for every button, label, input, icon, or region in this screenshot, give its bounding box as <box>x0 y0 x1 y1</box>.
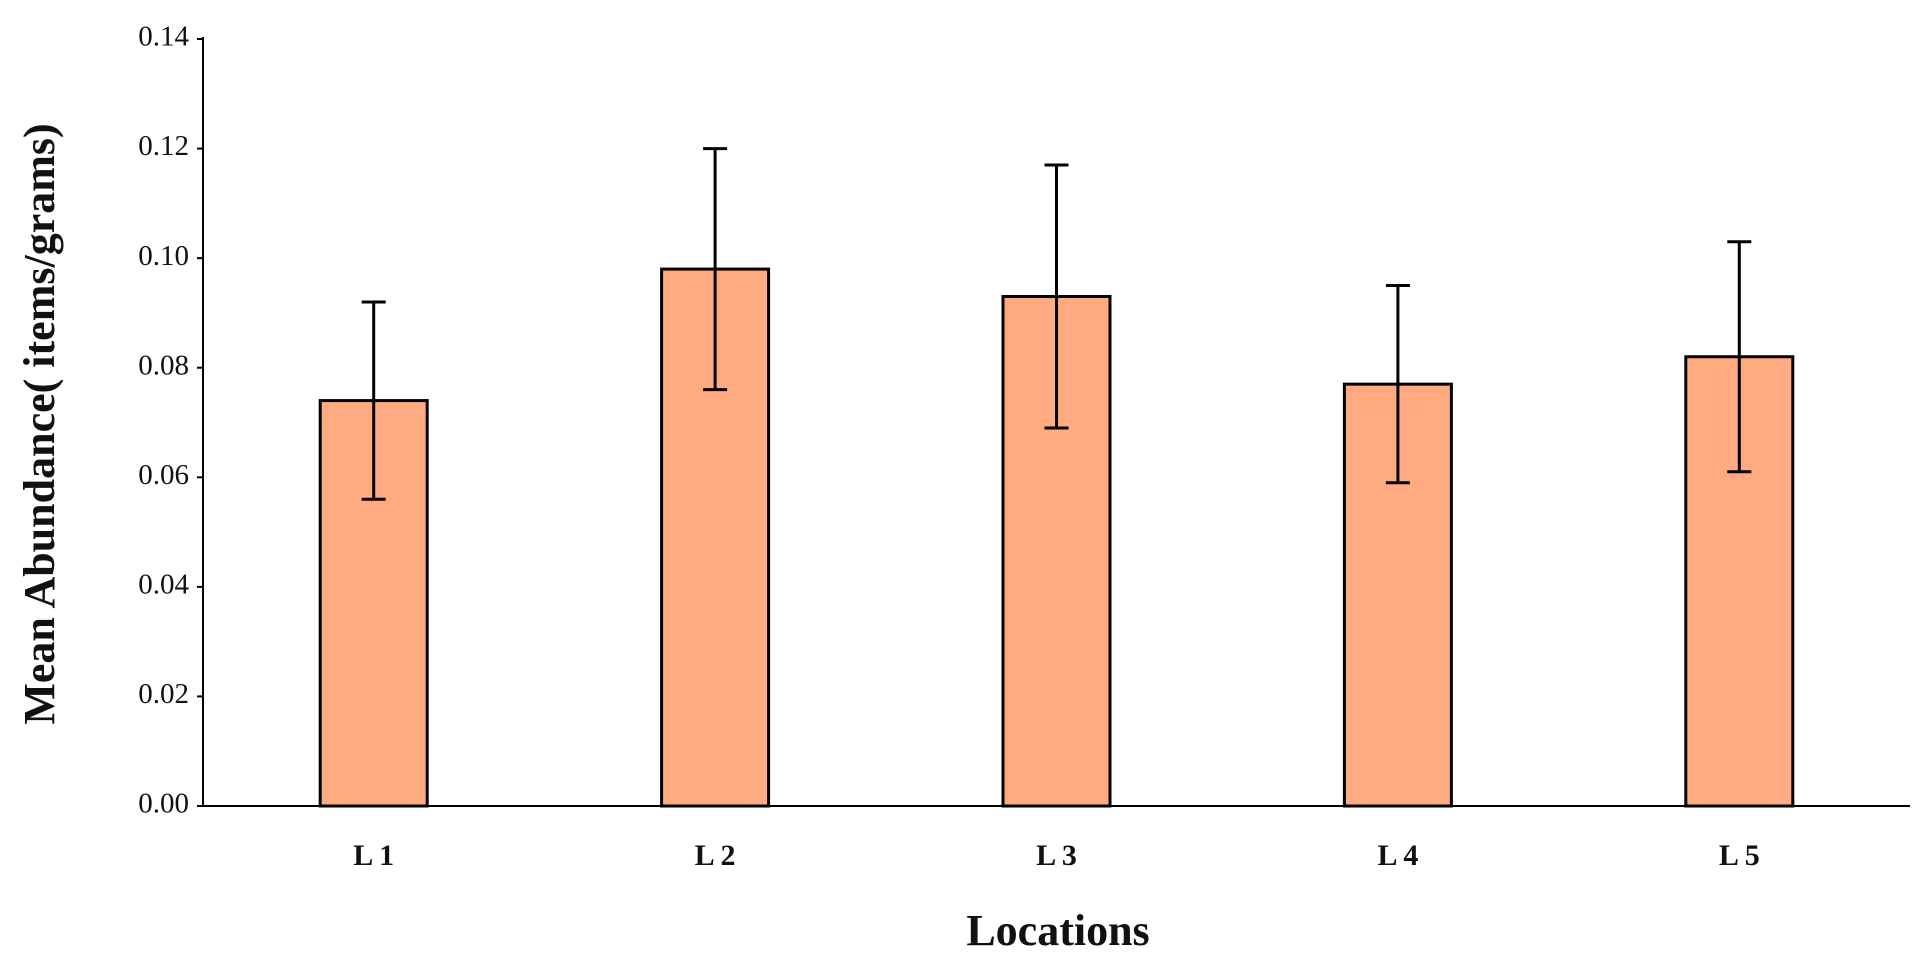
error-bar <box>361 300 386 501</box>
x-tick-label: L 2 <box>695 839 736 872</box>
bar <box>1684 355 1795 808</box>
y-tick-label: 0.12 <box>138 130 189 162</box>
error-bar <box>1044 163 1069 430</box>
y-tick-label: 0.02 <box>138 678 189 710</box>
error-bar <box>1385 284 1410 485</box>
y-tick-label: 0.06 <box>138 459 189 491</box>
x-axis-title: Locations <box>966 906 1149 955</box>
y-tick-label: 0.08 <box>138 349 189 381</box>
x-tick-label: L 1 <box>353 839 394 872</box>
x-tick-label: L 4 <box>1377 839 1418 872</box>
y-tick-label: 0.00 <box>138 788 189 820</box>
y-tick-label: 0.04 <box>138 569 189 601</box>
error-bar <box>1727 240 1752 474</box>
x-tick-label: L 3 <box>1036 839 1077 872</box>
x-tick-label: L 5 <box>1719 839 1760 872</box>
error-bar <box>703 147 728 392</box>
y-axis-title: Mean Abundance( items/grams) <box>15 123 64 724</box>
y-tick-label: 0.14 <box>138 21 189 53</box>
y-tick-label: 0.10 <box>138 240 189 272</box>
